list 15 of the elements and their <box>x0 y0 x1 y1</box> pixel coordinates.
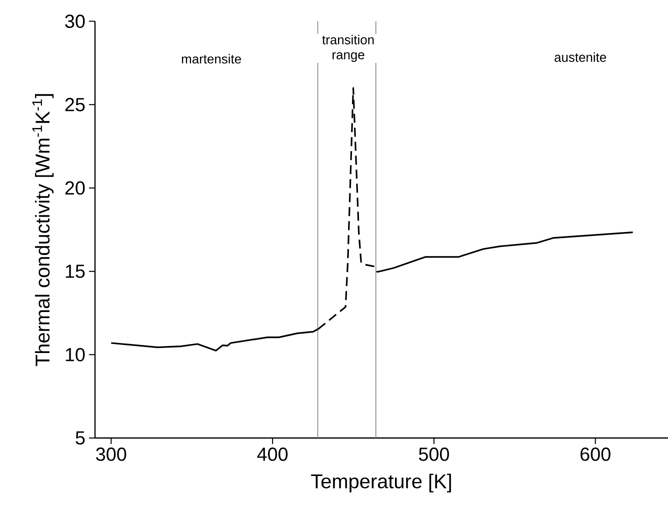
x-tick-label: 300 <box>96 448 126 461</box>
y-tick-label: 20 <box>65 181 85 195</box>
y-tick-label: 10 <box>66 348 85 362</box>
y-tick-label: 30 <box>65 14 85 28</box>
x-tick-label: 500 <box>418 448 449 461</box>
x-tick-label: 600 <box>580 448 610 461</box>
y-tick-label: 15 <box>66 264 85 278</box>
x-axis-title: Temperature [K] <box>311 474 451 492</box>
annotation: transition range <box>322 34 374 62</box>
y-tick-label: 5 <box>76 431 85 445</box>
annotation: austenite <box>554 52 606 62</box>
y-axis-title: Thermal conductivity [Wm$^{-1}$K$^{-1}$] <box>32 94 54 366</box>
x-tick-label: 400 <box>257 448 288 461</box>
annotation: martensite <box>182 54 241 64</box>
y-tick-label: 25 <box>65 98 85 112</box>
